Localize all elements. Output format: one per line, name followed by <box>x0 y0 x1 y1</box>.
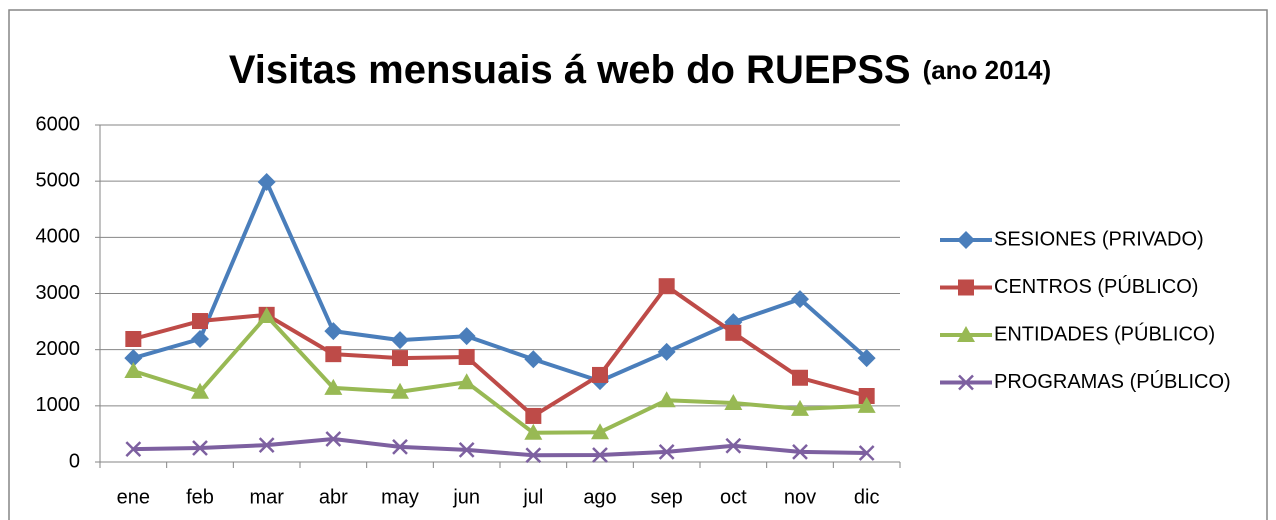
x-tick-label: abr <box>319 486 348 508</box>
marker <box>324 378 343 395</box>
marker <box>657 342 676 361</box>
series-line <box>132 284 868 418</box>
marker <box>457 373 476 390</box>
marker <box>257 306 276 323</box>
x-tick-label: jun <box>452 486 480 508</box>
legend-label: PROGRAMAS (PÚBLICO) <box>994 370 1231 393</box>
title: Visitas mensuais á web do RUEPSS <box>229 48 911 92</box>
marker <box>858 388 875 405</box>
marker <box>724 394 743 411</box>
marker <box>391 331 409 350</box>
marker <box>657 391 676 408</box>
marker <box>792 369 808 386</box>
marker <box>591 423 609 440</box>
subtitle: (ano 2014) <box>923 55 1052 85</box>
marker <box>524 423 543 440</box>
series-line <box>133 436 867 458</box>
marker <box>658 278 675 295</box>
y-tick-label: 2000 <box>36 338 81 360</box>
marker <box>124 362 143 379</box>
y-tick-label: 4000 <box>36 226 81 248</box>
marker <box>125 441 142 457</box>
series-line <box>132 313 867 435</box>
marker <box>192 313 208 330</box>
legend-label: CENTROS (PÚBLICO) <box>994 275 1198 298</box>
series-line <box>132 180 868 384</box>
marker <box>957 231 975 249</box>
marker <box>725 437 742 454</box>
marker <box>725 324 742 341</box>
marker <box>592 447 608 463</box>
y-tick-label: 5000 <box>36 169 81 191</box>
marker <box>791 290 809 309</box>
marker <box>324 322 343 341</box>
marker <box>592 366 608 383</box>
marker <box>791 399 809 416</box>
marker <box>325 431 342 447</box>
marker <box>257 173 276 192</box>
marker <box>457 327 476 346</box>
marker <box>258 437 275 454</box>
marker <box>191 329 209 348</box>
marker <box>458 442 475 458</box>
y-tick-label: 1000 <box>36 394 81 416</box>
marker <box>392 438 408 455</box>
y-tick-label: 3000 <box>36 282 81 304</box>
chart-title: Visitas mensuais á web do RUEPSS (ano 201… <box>229 48 1051 92</box>
marker <box>391 382 409 399</box>
x-tick-label: feb <box>186 486 214 508</box>
marker <box>192 440 208 456</box>
x-tick-label: sep <box>651 486 683 508</box>
marker <box>458 348 475 365</box>
marker <box>524 350 543 369</box>
marker <box>658 444 675 460</box>
marker <box>858 445 875 461</box>
legend-label: SESIONES (PRIVADO) <box>994 228 1204 250</box>
marker <box>958 374 974 391</box>
marker <box>125 330 142 347</box>
marker <box>857 396 876 413</box>
x-tick-label: mar <box>249 486 284 508</box>
x-tick-label: ago <box>583 486 616 508</box>
x-tick-label: jul <box>522 486 543 508</box>
marker <box>958 279 974 296</box>
marker <box>191 382 209 399</box>
marker <box>525 447 542 464</box>
marker <box>957 326 975 342</box>
x-tick-label: ene <box>117 486 150 508</box>
marker <box>792 444 808 460</box>
x-tick-label: oct <box>720 486 747 508</box>
marker <box>525 407 542 424</box>
marker <box>392 350 408 367</box>
y-tick-label: 0 <box>69 450 80 472</box>
legend-label: ENTIDADES (PÚBLICO) <box>994 322 1215 345</box>
y-tick-label: 6000 <box>36 113 81 135</box>
marker <box>857 349 876 368</box>
marker <box>124 349 143 368</box>
marker <box>325 346 342 363</box>
chart-frame <box>8 9 1268 520</box>
x-tick-label: nov <box>784 486 816 508</box>
x-tick-label: may <box>381 486 419 508</box>
x-tick-label: dic <box>854 486 880 508</box>
